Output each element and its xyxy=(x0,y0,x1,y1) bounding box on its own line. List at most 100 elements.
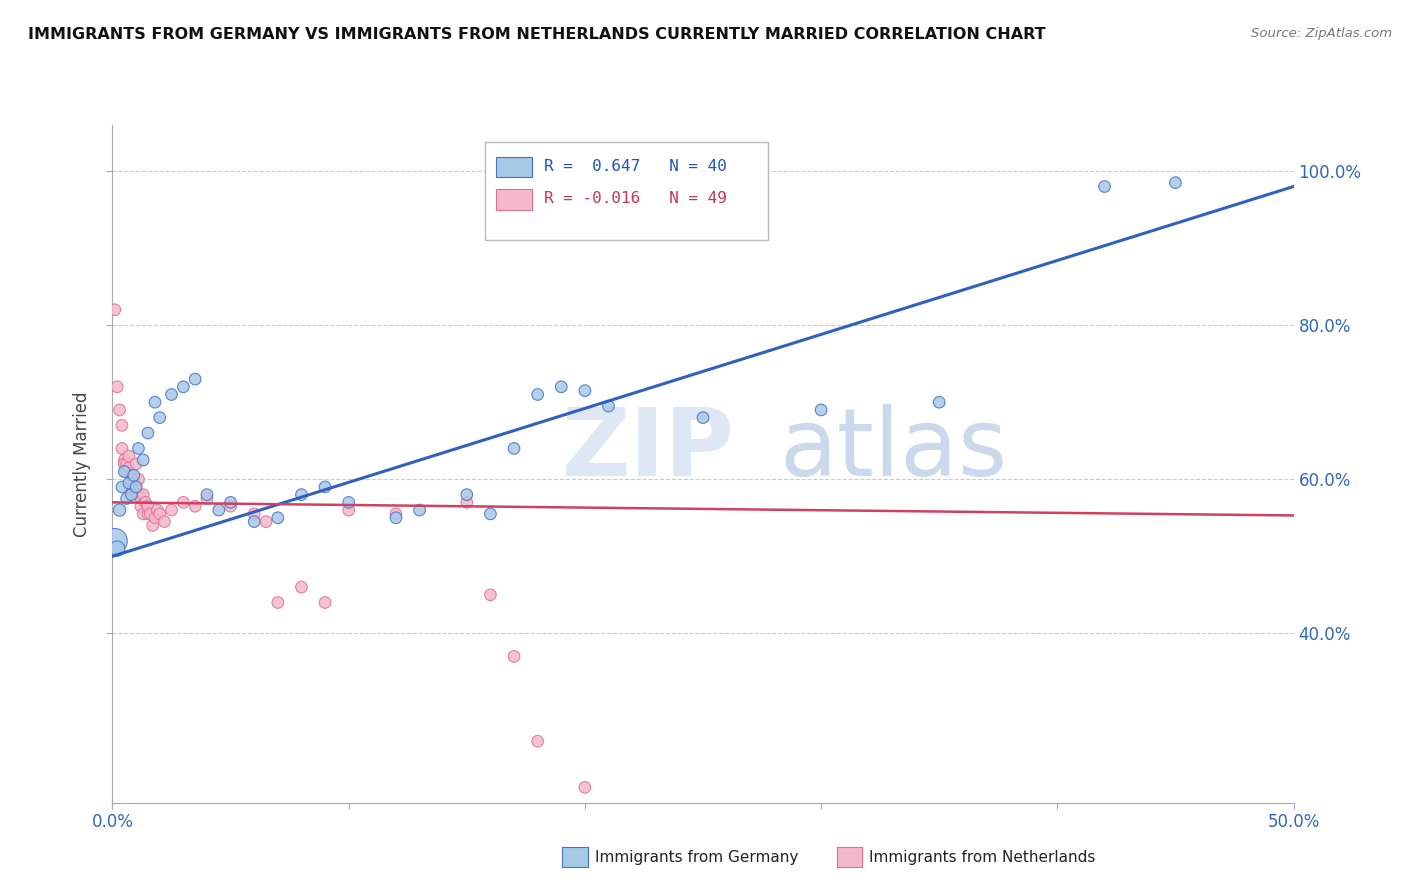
Bar xyxy=(496,189,531,210)
Text: Immigrants from Netherlands: Immigrants from Netherlands xyxy=(869,850,1095,864)
Point xyxy=(115,465,138,479)
Point xyxy=(127,442,149,456)
Point xyxy=(337,503,360,517)
Point xyxy=(125,457,148,471)
Point xyxy=(153,515,176,529)
Point xyxy=(149,410,172,425)
Point xyxy=(385,510,408,524)
Point xyxy=(928,395,950,409)
Point xyxy=(122,476,145,491)
Point xyxy=(136,507,159,521)
Point xyxy=(122,468,145,483)
Point xyxy=(104,302,127,317)
Point xyxy=(243,515,266,529)
Point xyxy=(526,734,548,748)
Point xyxy=(129,491,152,506)
Point xyxy=(127,472,149,486)
Point xyxy=(208,503,231,517)
Point xyxy=(127,488,149,502)
Text: Immigrants from Germany: Immigrants from Germany xyxy=(595,850,799,864)
Point xyxy=(112,453,135,467)
Point xyxy=(115,457,138,471)
Point xyxy=(337,495,360,509)
Point xyxy=(111,480,134,494)
Text: R =  0.647   N = 40: R = 0.647 N = 40 xyxy=(544,159,727,174)
Point xyxy=(503,649,526,664)
Point xyxy=(598,399,620,413)
Point xyxy=(290,488,312,502)
Point xyxy=(385,507,408,521)
Point xyxy=(118,460,141,475)
Point xyxy=(184,372,207,386)
Point xyxy=(125,480,148,494)
Point xyxy=(143,395,166,409)
Point xyxy=(139,507,162,521)
Point xyxy=(142,518,165,533)
Point xyxy=(219,495,242,509)
Point xyxy=(172,495,194,509)
Point xyxy=(108,503,131,517)
Point xyxy=(135,495,157,509)
Point xyxy=(125,480,148,494)
FancyBboxPatch shape xyxy=(485,142,768,240)
Point xyxy=(574,780,596,795)
Point xyxy=(456,495,478,509)
Y-axis label: Currently Married: Currently Married xyxy=(73,391,91,537)
Point xyxy=(132,488,155,502)
Point xyxy=(254,515,277,529)
Point xyxy=(1164,176,1187,190)
Point xyxy=(267,510,290,524)
Text: R = -0.016   N = 49: R = -0.016 N = 49 xyxy=(544,191,727,205)
Point xyxy=(314,480,336,494)
Point xyxy=(692,410,714,425)
Point xyxy=(243,507,266,521)
Point xyxy=(574,384,596,398)
Point xyxy=(115,491,138,506)
Text: ZIP: ZIP xyxy=(561,404,734,496)
Point xyxy=(160,387,183,401)
Point xyxy=(219,500,242,514)
Point xyxy=(120,468,142,483)
Point xyxy=(149,507,172,521)
Point xyxy=(503,442,526,456)
Point xyxy=(184,500,207,514)
Point xyxy=(408,503,430,517)
Point xyxy=(105,541,128,556)
Point xyxy=(172,380,194,394)
Point xyxy=(160,503,183,517)
Point xyxy=(129,500,152,514)
Point xyxy=(314,595,336,609)
Point xyxy=(112,465,135,479)
Point xyxy=(136,425,159,440)
Point xyxy=(136,500,159,514)
Point xyxy=(120,488,142,502)
Point xyxy=(111,442,134,456)
Point xyxy=(112,457,135,471)
Point xyxy=(146,503,169,517)
Point xyxy=(120,480,142,494)
Point xyxy=(105,380,128,394)
Point xyxy=(267,595,290,609)
Point xyxy=(810,403,832,417)
Point xyxy=(132,507,155,521)
Point xyxy=(479,588,502,602)
Point xyxy=(108,403,131,417)
Point xyxy=(1094,179,1116,194)
Point xyxy=(195,488,218,502)
Point xyxy=(143,510,166,524)
Point xyxy=(526,387,548,401)
Point xyxy=(195,491,218,506)
Point xyxy=(456,488,478,502)
Point xyxy=(111,418,134,433)
Text: IMMIGRANTS FROM GERMANY VS IMMIGRANTS FROM NETHERLANDS CURRENTLY MARRIED CORRELA: IMMIGRANTS FROM GERMANY VS IMMIGRANTS FR… xyxy=(28,27,1046,42)
Point xyxy=(118,476,141,491)
Point xyxy=(122,472,145,486)
Text: atlas: atlas xyxy=(780,404,1008,496)
Point xyxy=(118,449,141,463)
Point xyxy=(290,580,312,594)
Point xyxy=(132,453,155,467)
Point xyxy=(550,380,572,394)
Text: Source: ZipAtlas.com: Source: ZipAtlas.com xyxy=(1251,27,1392,40)
Point xyxy=(104,533,127,548)
Point xyxy=(479,507,502,521)
